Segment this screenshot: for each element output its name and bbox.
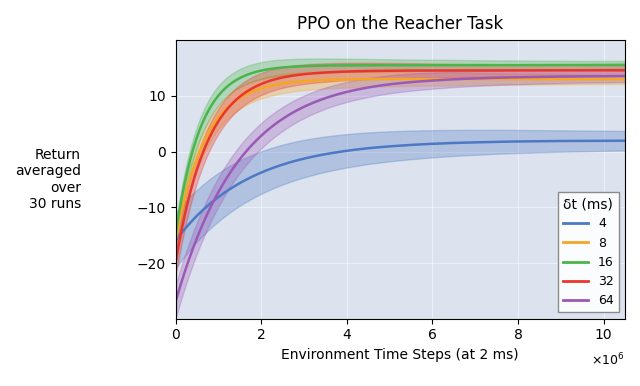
32 [447,68,454,73]
16 [173,223,181,227]
8 [580,77,588,81]
Line: 64: 64 [175,76,625,302]
4 [550,139,558,143]
64 [438,78,445,82]
32 [621,68,629,73]
32 [172,261,179,265]
8 [438,77,445,81]
4 [172,239,179,243]
64 [550,74,558,79]
4 [447,141,454,146]
Line: 16: 16 [175,65,625,235]
Text: $\times 10^6$: $\times 10^6$ [591,352,625,369]
16 [439,63,447,68]
8 [172,239,179,243]
32 [582,68,589,73]
16 [172,233,179,237]
64 [621,74,629,78]
32 [579,68,587,73]
Line: 32: 32 [175,70,625,263]
4 [439,141,447,146]
8 [621,77,629,81]
8 [447,77,454,81]
8 [173,230,181,235]
4 [621,139,629,143]
64 [579,74,587,79]
Line: 4: 4 [175,141,625,241]
Line: 8: 8 [175,79,625,241]
16 [447,63,454,68]
32 [438,68,445,73]
8 [552,77,560,81]
64 [447,77,454,82]
64 [439,78,447,82]
Title: PPO on the Reacher Task: PPO on the Reacher Task [297,15,504,33]
32 [173,252,181,257]
8 [468,77,476,81]
16 [438,63,445,68]
4 [579,139,587,143]
16 [621,63,629,67]
4 [173,236,181,241]
32 [550,68,558,73]
X-axis label: Environment Time Steps (at 2 ms): Environment Time Steps (at 2 ms) [282,348,519,362]
16 [579,63,587,67]
64 [172,300,179,304]
32 [439,68,447,73]
4 [438,141,445,146]
8 [439,77,447,81]
Y-axis label: Return
averaged
over
30 runs: Return averaged over 30 runs [15,148,81,211]
Legend: 4, 8, 16, 32, 64: 4, 8, 16, 32, 64 [558,192,619,313]
16 [550,63,558,68]
64 [173,295,181,299]
